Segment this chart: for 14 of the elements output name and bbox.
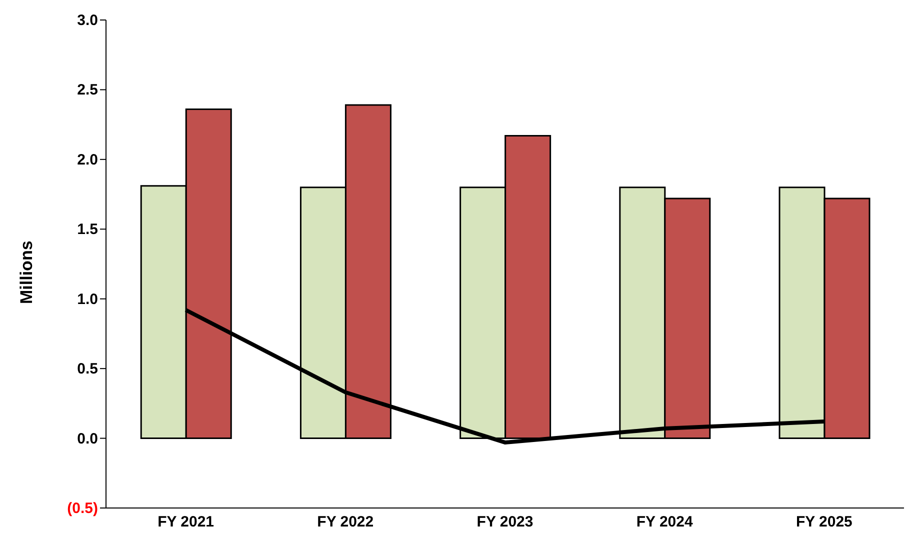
y-tick-label: 3.0 (77, 12, 98, 29)
y-tick-label: 0.0 (77, 430, 98, 448)
y-tick-label: 2.0 (77, 151, 98, 168)
x-tick-label: FY 2021 (158, 514, 214, 531)
y-axis-title: Millions (17, 240, 36, 304)
y-tick-label: 1.5 (77, 221, 98, 238)
x-tick-label: FY 2025 (796, 514, 852, 531)
y-tick-label: 0.5 (77, 360, 98, 378)
x-tick-label: FY 2023 (476, 514, 534, 531)
y-tick-label: 1.0 (77, 290, 98, 308)
x-tick-label: FY 2022 (317, 514, 374, 531)
y-tick-label: (0.5) (67, 500, 98, 517)
x-tick-label: FY 2024 (636, 514, 694, 531)
y-tick-label: 2.5 (77, 82, 98, 99)
